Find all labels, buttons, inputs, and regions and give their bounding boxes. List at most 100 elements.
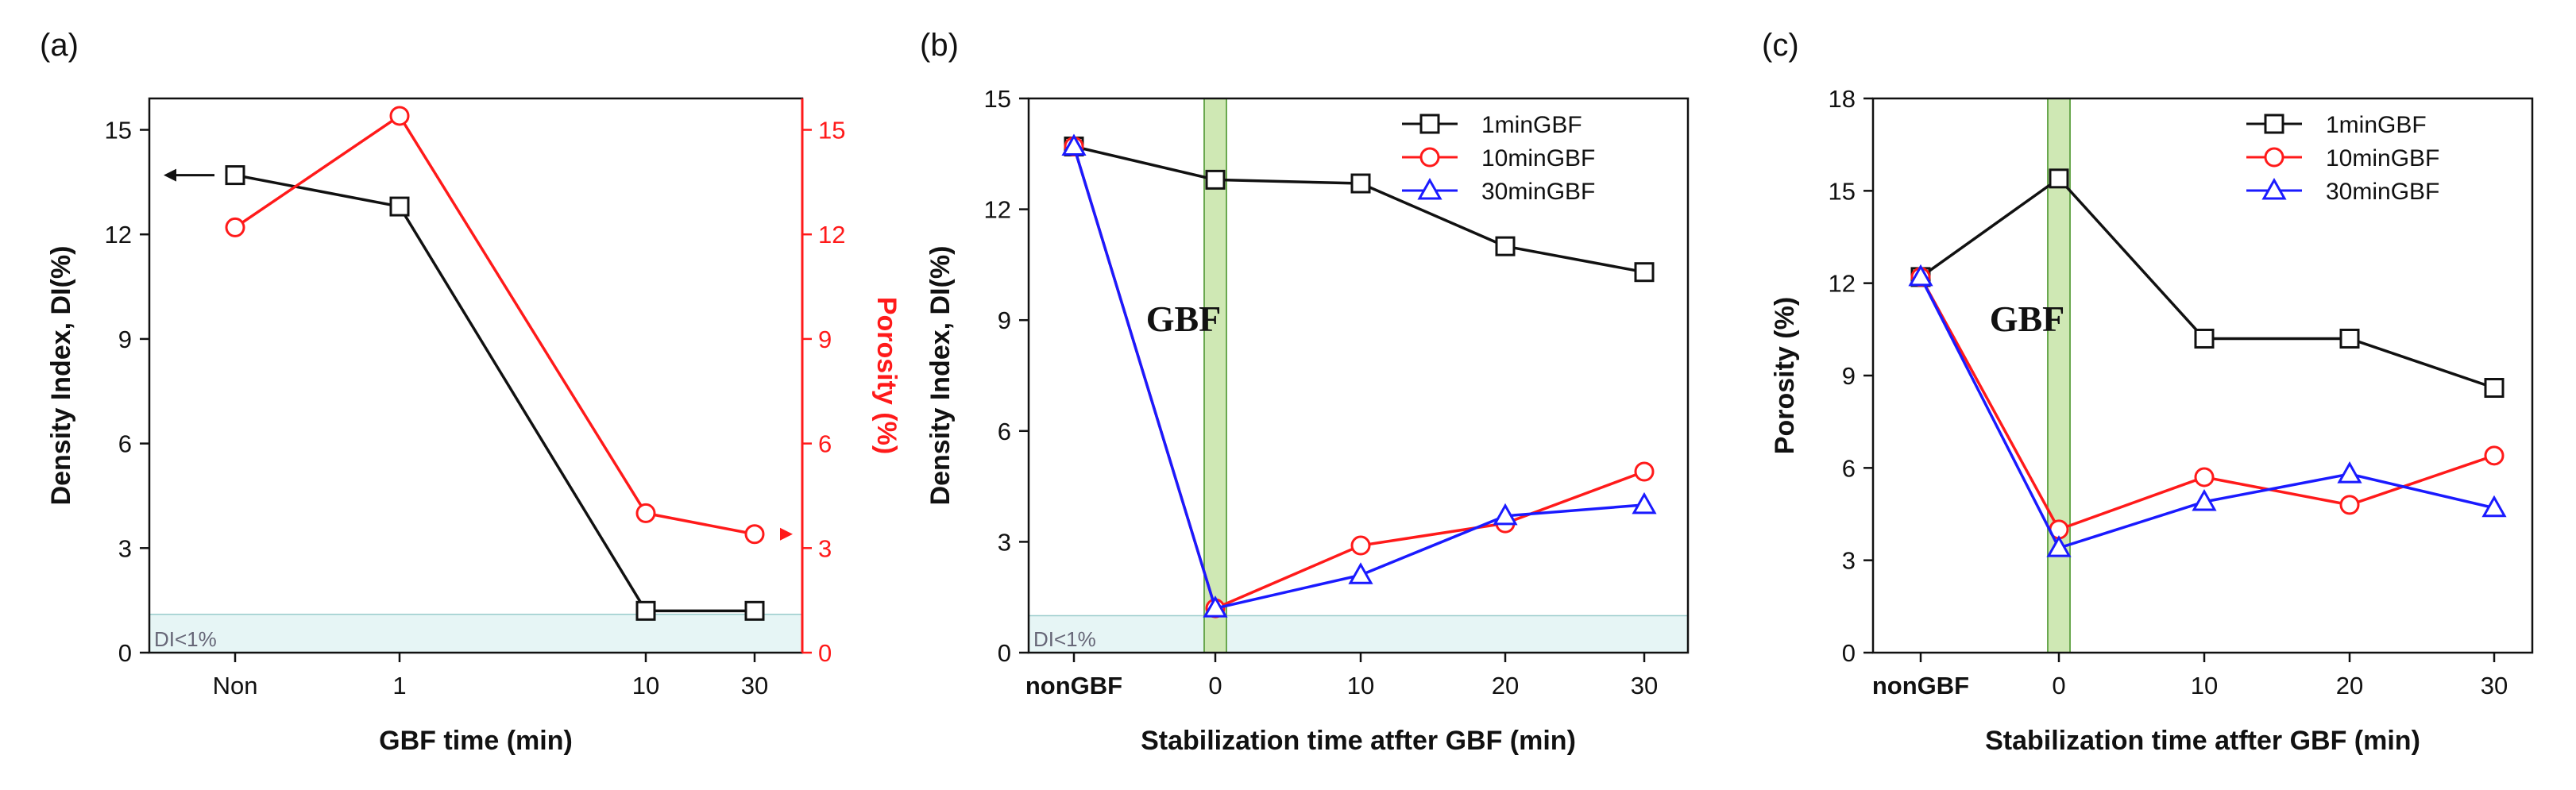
di-band-label: DI<1% (154, 627, 217, 651)
data-point (1350, 173, 1371, 194)
series-10mingbf (1064, 136, 1655, 619)
y2-tick-label: 6 (818, 430, 832, 458)
y-tick-label: 18 (1829, 85, 1856, 113)
di-band (149, 613, 803, 653)
data-point (1348, 562, 1373, 584)
x-tick-label: 20 (1492, 672, 1519, 699)
legend-item: 10minGBF (2246, 145, 2439, 171)
panel-label: (c) (1762, 28, 1799, 63)
y-axis-label: Density Index, DI(%) (46, 246, 76, 506)
data-point (1203, 595, 1228, 618)
x-tick-label: nonGBF (1025, 672, 1122, 699)
series-line (1919, 176, 2495, 390)
series-density-index (225, 165, 765, 621)
x-tick-label: 20 (2336, 672, 2363, 699)
data-point (1495, 236, 1516, 256)
x-tick-label: 10 (632, 672, 659, 699)
di-band (1028, 615, 1689, 653)
y2-axis-label: Porosity (%) (871, 297, 902, 454)
y-tick-label: 12 (1829, 270, 1856, 298)
x-tick-label: nonGBF (1872, 672, 1969, 699)
data-point (635, 503, 656, 523)
x-tick-label: 10 (1347, 672, 1374, 699)
panel-label: (b) (920, 28, 959, 63)
y-tick-label: 12 (105, 221, 132, 249)
plot-frame (1027, 97, 1690, 654)
y2-tick-label: 9 (818, 326, 832, 353)
gbf-band (2047, 98, 2071, 653)
data-point (2481, 495, 2507, 518)
data-point (1205, 169, 1226, 190)
series-line (234, 114, 755, 536)
gbf-annotation: GBF (1146, 299, 1222, 339)
series-1mingbf (1910, 168, 2505, 399)
x-tick-label: 10 (2191, 672, 2218, 699)
data-point (1350, 535, 1371, 556)
y-tick-label: 6 (118, 430, 132, 458)
legend-item: 1minGBF (2246, 112, 2427, 138)
data-point (1908, 264, 1933, 287)
data-point (1632, 491, 1657, 514)
y-tick-label: 15 (105, 117, 132, 145)
legend-marker (1419, 114, 1440, 134)
x-tick-label: 1 (392, 672, 406, 699)
legend-marker (1419, 147, 1440, 168)
x-tick-label: 30 (2481, 672, 2508, 699)
legend-marker (2264, 114, 2284, 134)
legend-label: 1minGBF (2326, 112, 2427, 138)
data-point (2049, 168, 2069, 189)
y2-tick-label: 3 (818, 534, 832, 562)
legend-label: 10minGBF (1481, 145, 1595, 171)
chart-panel-3: (c) GBF 0 3 6 9 12 15 18 nonGBF 0 10 20 30 Stabilizati… (1762, 28, 2534, 756)
y-tick-label: 3 (1842, 547, 1856, 575)
chart-panel-2: (b) DI<1% GBF 0 3 6 9 12 15 nonGBF 0 10 20 30 Stabiliz… (920, 28, 1690, 756)
plot-frame (148, 97, 804, 654)
series-porosity (225, 106, 765, 545)
y-tick-label: 9 (998, 306, 1011, 334)
legend-label: 30minGBF (1481, 179, 1595, 205)
y-tick-label: 6 (998, 418, 1011, 445)
x-tick-label: 0 (1208, 672, 1222, 699)
gbf-annotation: GBF (1990, 299, 2065, 339)
legend-label: 30minGBF (2326, 179, 2439, 205)
series-line (234, 173, 755, 613)
x-tick-label: 0 (2052, 672, 2065, 699)
y-tick-label: 0 (1842, 639, 1856, 667)
y-tick-label: 0 (118, 639, 132, 667)
data-point (225, 217, 245, 237)
y-tick-label: 9 (118, 326, 132, 353)
y-tick-label: 15 (1829, 177, 1856, 205)
di-band-label: DI<1% (1033, 627, 1096, 651)
left-arrow-head (164, 168, 176, 182)
x-axis-label: GBF time (min) (379, 726, 573, 756)
data-point (635, 600, 656, 621)
data-point (2484, 445, 2505, 466)
y-axis-label: Density Index, DI(%) (925, 246, 956, 506)
x-tick-label: Non (213, 672, 258, 699)
x-axis-label: Stabilization time atfter GBF (min) (1985, 726, 2420, 756)
y-tick-label: 3 (998, 528, 1011, 556)
x-axis-label: Stabilization time atfter GBF (min) (1141, 726, 1576, 756)
series-30mingbf (1061, 133, 1657, 618)
data-point (2339, 495, 2360, 515)
legend-item: 30minGBF (2246, 177, 2439, 205)
legend-marker (2264, 147, 2284, 168)
data-point (2046, 535, 2072, 557)
data-point (1634, 262, 1655, 283)
series-10mingbf (1910, 267, 2505, 540)
legend-item: 30minGBF (1402, 177, 1595, 205)
y-axis-label: Porosity (%) (1770, 297, 1800, 454)
data-point (225, 165, 245, 186)
legend-marker (1417, 177, 1442, 200)
y-tick-label: 15 (984, 85, 1011, 113)
data-point (2192, 488, 2217, 511)
panel-label: (a) (40, 28, 79, 63)
data-point (2194, 467, 2215, 487)
y2-tick-label: 0 (818, 639, 832, 667)
y-tick-label: 9 (1842, 362, 1856, 390)
data-point (744, 600, 765, 621)
series-30mingbf (1908, 264, 2507, 557)
y2-tick-label: 12 (818, 221, 845, 249)
data-point (389, 106, 410, 126)
